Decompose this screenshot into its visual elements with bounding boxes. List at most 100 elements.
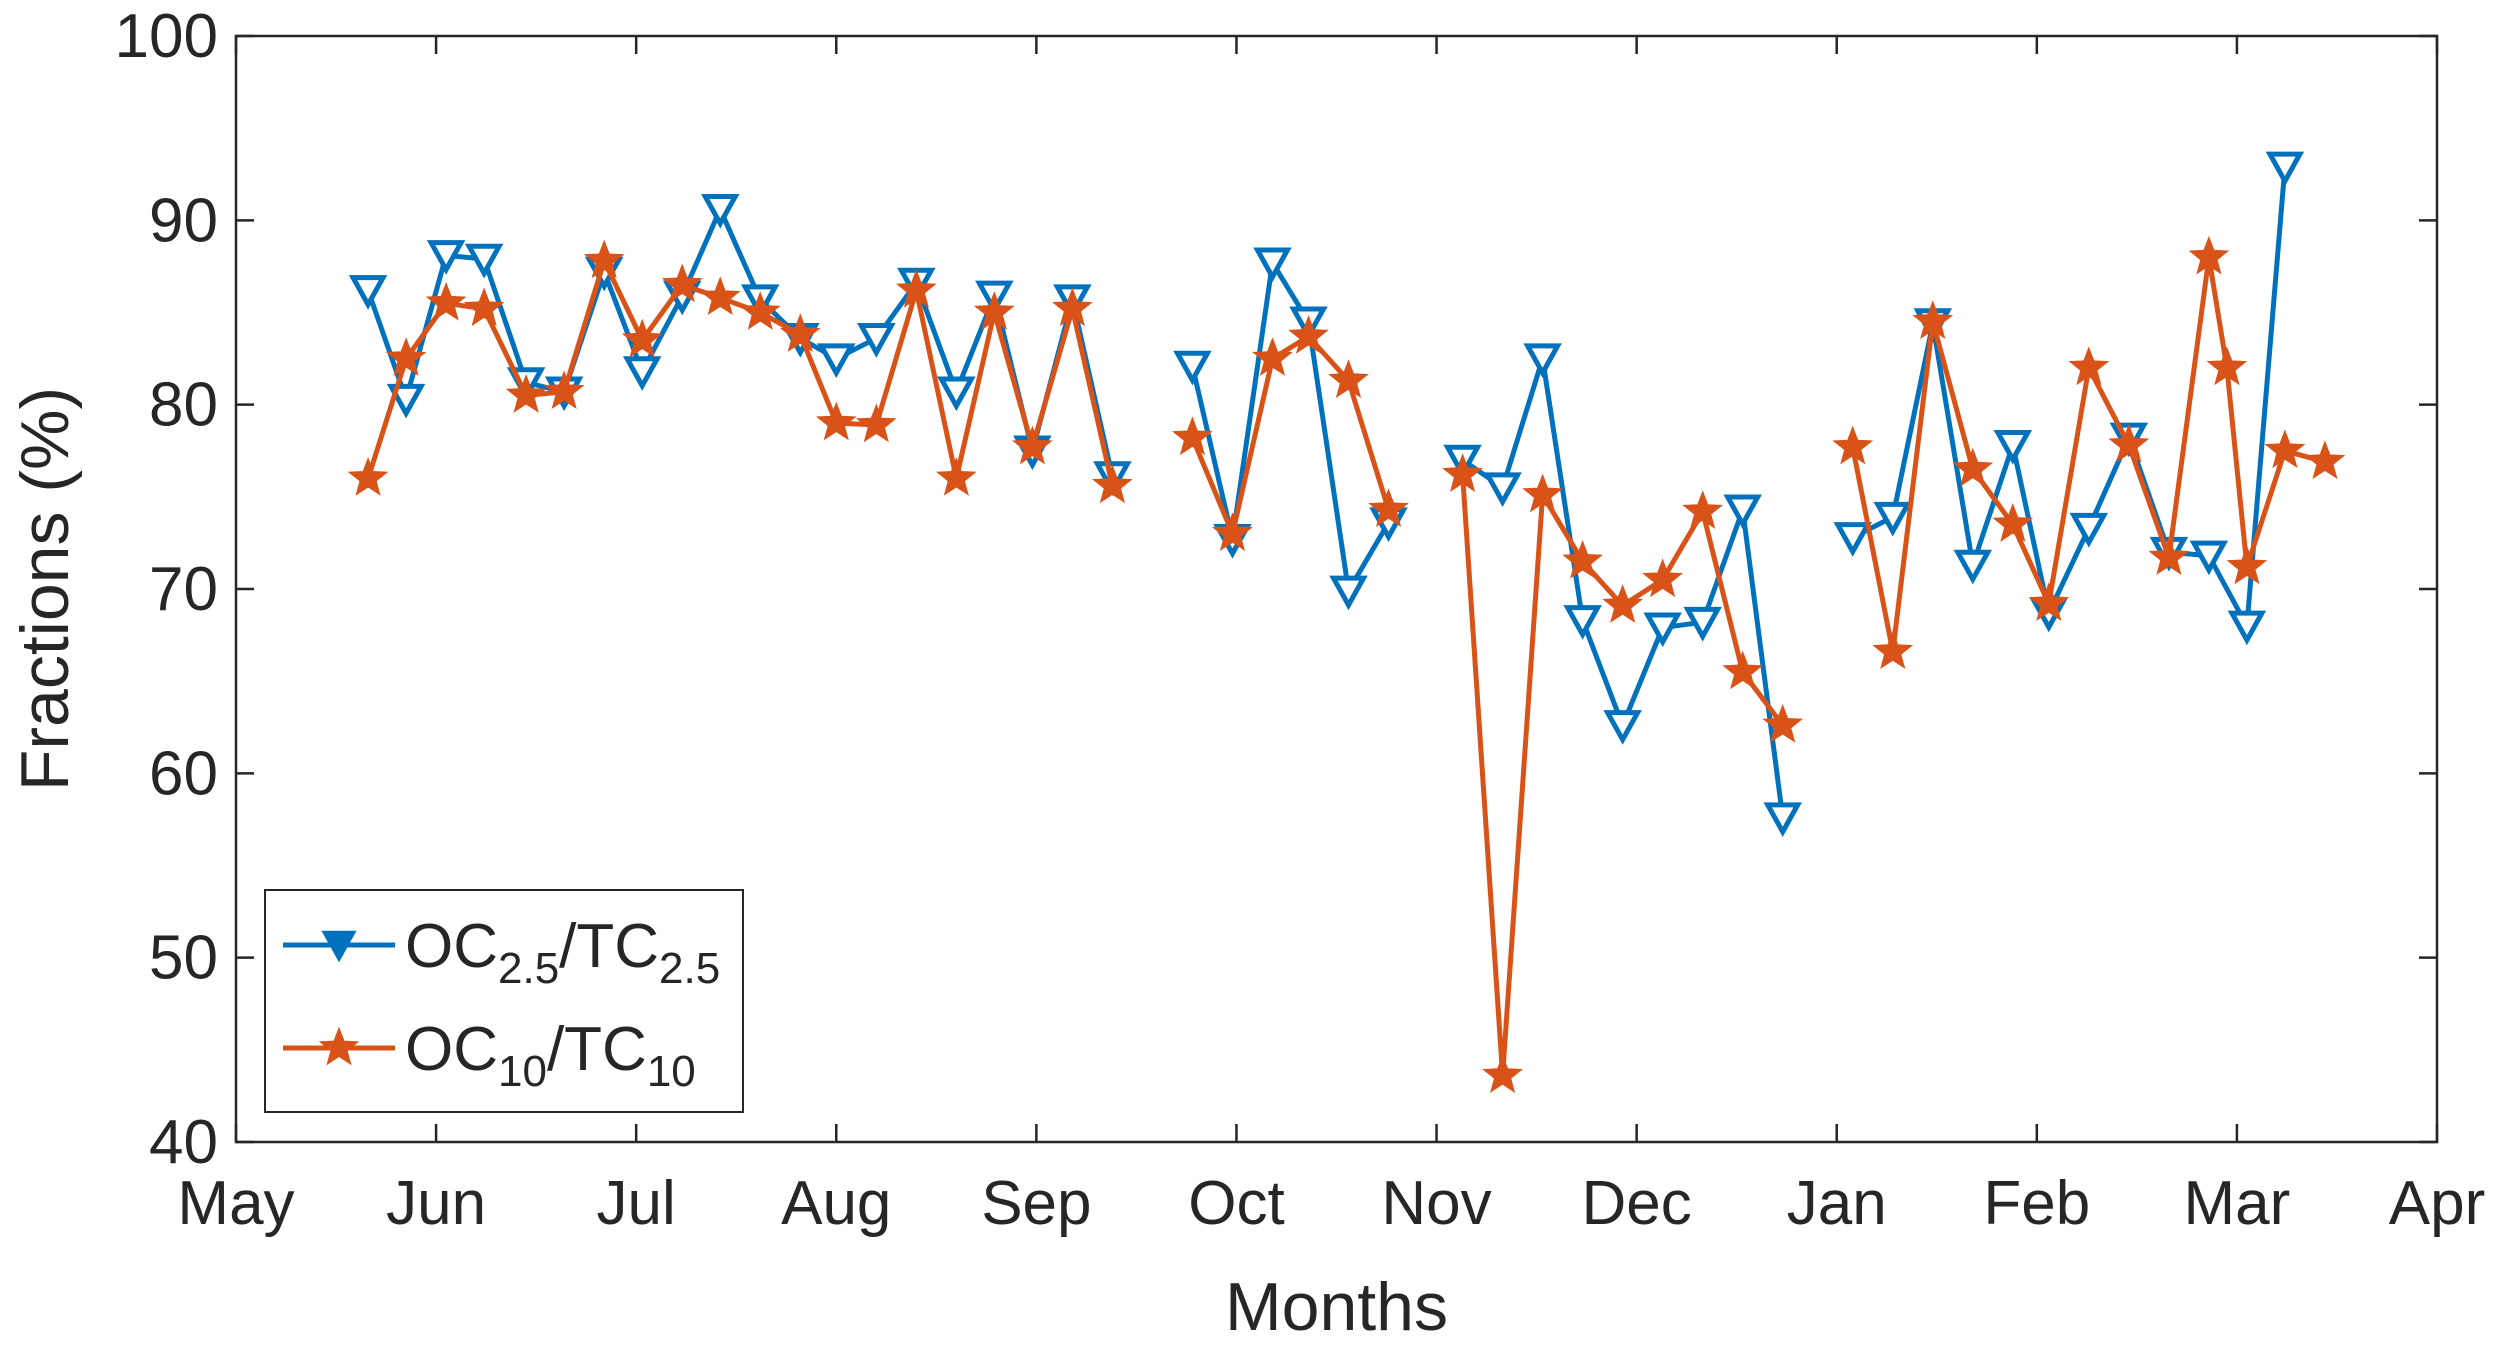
data-point-star (739, 291, 781, 330)
ticks-layer: 40 50 60 70 80 90 100 May Jun Jul Aug Sep Oct Nov Dec J… (115, 2, 2486, 1238)
data-point-triangle (1993, 429, 2033, 465)
x-tick-label: Mar (2184, 1169, 2291, 1238)
data-point-star (1172, 416, 1213, 456)
data-point-star (621, 318, 663, 358)
data-point-triangle (1763, 802, 1802, 837)
data-point-triangle (622, 356, 662, 391)
data-point-triangle (1173, 350, 1212, 386)
data-point-triangle (857, 323, 896, 358)
data-point-star (1562, 539, 1603, 579)
data-point-star (973, 291, 1015, 330)
data-point-triangle (348, 275, 388, 310)
data-point-star (1092, 464, 1133, 504)
series-line (365, 258, 1115, 487)
x-tick-label: Apr (2389, 1169, 2485, 1238)
legend-text-part: OC (405, 912, 498, 981)
y-tick-label: 100 (115, 2, 218, 71)
series-layer (347, 151, 2346, 1093)
data-point-star (855, 403, 897, 443)
data-point-star (2226, 545, 2268, 585)
data-point-star (2264, 429, 2306, 469)
y-tick-label: 60 (149, 739, 218, 808)
data-point-triangle (464, 243, 504, 279)
legend-box (264, 889, 744, 1113)
data-point-triangle (1563, 605, 1602, 640)
data-point-triangle (2189, 540, 2229, 576)
data-point-star (1442, 453, 1483, 493)
data-point-star (1912, 300, 1954, 340)
legend-subscript: 10 (647, 1047, 696, 1096)
data-point-star (1832, 425, 1874, 465)
data-point-triangle (1683, 606, 1722, 642)
data-point-triangle (1329, 575, 1368, 611)
data-point-star (1328, 359, 1369, 399)
data-point-triangle (426, 240, 466, 275)
legend-label: OC2.5/TC2.5 (405, 912, 720, 993)
data-point-star (583, 239, 625, 279)
data-point-triangle (2069, 512, 2109, 548)
data-point-star (1288, 315, 1329, 354)
data-point-star (463, 287, 505, 327)
legend-subscript: 2.5 (498, 944, 559, 993)
data-point-triangle (1483, 472, 1522, 508)
data-point-triangle (1953, 549, 1993, 585)
x-tick-label: Feb (1983, 1169, 2090, 1238)
x-tick-label: Dec (1582, 1169, 1692, 1238)
series-oc10-tc10 (347, 235, 2346, 1093)
data-point-triangle (937, 376, 976, 412)
data-point-star (385, 337, 427, 376)
data-point-star (1952, 447, 1994, 487)
data-point-star (1252, 337, 1293, 376)
data-point-triangle (1723, 494, 1762, 530)
x-tick-label: Aug (781, 1169, 891, 1238)
x-tick-label: May (177, 1169, 294, 1238)
data-point-star (1052, 287, 1093, 327)
data-point-star (347, 456, 389, 496)
data-point-triangle (2265, 151, 2305, 187)
x-tick-label: Oct (1188, 1169, 1284, 1238)
data-point-star (1872, 630, 1914, 670)
data-point-star (895, 268, 937, 308)
legend-text-part: OC (405, 1015, 498, 1084)
data-point-star (935, 456, 977, 496)
legend-label: OC10/TC10 (405, 1015, 696, 1096)
series-line (1190, 334, 1391, 537)
data-point-star (2028, 582, 2070, 622)
data-point-star (699, 276, 741, 316)
data-point-star (815, 401, 857, 441)
data-point-triangle (1873, 501, 1912, 537)
data-point-star (779, 313, 821, 352)
legend-text-part: /TC (547, 1015, 647, 1084)
data-point-star (2188, 235, 2230, 275)
y-tick-label: 50 (149, 924, 218, 993)
legend-text-part: /TC (559, 912, 659, 981)
data-point-star (1368, 488, 1409, 528)
data-point-star (1762, 703, 1804, 743)
data-point-triangle (700, 194, 740, 229)
data-point-star (2206, 346, 2248, 386)
data-point-star (2304, 440, 2346, 480)
legend-subscript: 10 (498, 1047, 547, 1096)
x-axis-title: Months (1225, 1269, 1448, 1345)
y-axis-title: Fractions (%) (7, 387, 83, 791)
data-point-star (1482, 1054, 1523, 1093)
data-point-star (2108, 423, 2150, 463)
legend-marker-star (318, 1026, 360, 1066)
data-point-star (1682, 490, 1724, 529)
data-point-star (1011, 425, 1053, 465)
data-point-star (2148, 536, 2190, 575)
data-point-star (425, 281, 467, 321)
data-point-star (1722, 650, 1764, 690)
x-tick-label: Sep (981, 1169, 1091, 1238)
y-tick-label: 70 (149, 555, 218, 624)
x-tick-label: Nov (1381, 1169, 1491, 1238)
data-point-triangle (1833, 522, 1872, 557)
data-point-triangle (1643, 612, 1682, 648)
y-tick-label: 80 (149, 371, 218, 440)
y-tick-label: 40 (149, 1108, 218, 1177)
data-point-triangle (817, 343, 856, 378)
legend-marker-triangle (321, 930, 357, 963)
